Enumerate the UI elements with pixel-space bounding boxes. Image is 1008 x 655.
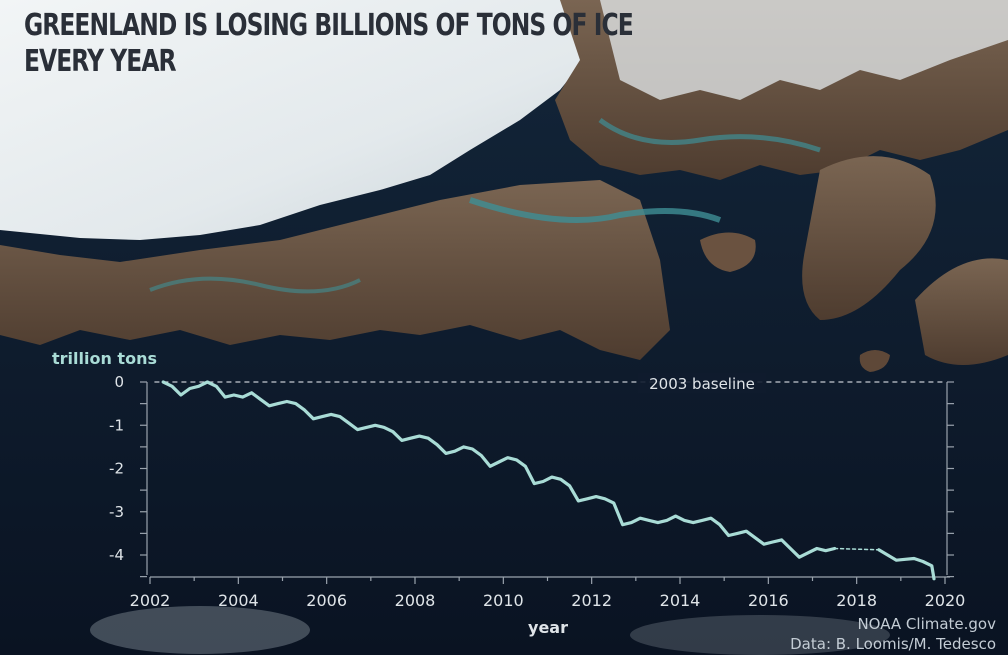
island <box>802 156 936 320</box>
x-tick-label: 2010 <box>483 591 524 610</box>
fjord <box>598 117 821 153</box>
x-tick-label: 2016 <box>748 591 789 610</box>
ice-sheet <box>0 0 600 240</box>
x-tick-label: 2018 <box>836 591 877 610</box>
y-tick-label: 0 <box>114 373 124 391</box>
fjord <box>469 197 722 223</box>
x-tick-label: 2012 <box>571 591 612 610</box>
baseline-label-background <box>638 373 766 393</box>
x-tick-label: 2002 <box>130 591 171 610</box>
fjord <box>149 276 361 294</box>
chart-title-line-2: EVERY YEAR <box>24 44 177 79</box>
coastal-land <box>0 180 670 360</box>
x-tick-label: 2020 <box>925 591 966 610</box>
island <box>915 258 1008 365</box>
series-group <box>161 380 936 581</box>
credit-source: NOAA Climate.gov <box>857 615 996 633</box>
credit-data: Data: B. Loomis/M. Tedesco <box>790 635 996 653</box>
x-tick-label: 2014 <box>660 591 701 610</box>
x-axis-label: year <box>528 618 568 637</box>
ice-mass-line-2 <box>877 548 936 581</box>
island <box>859 350 890 372</box>
x-axis: 2002 2004 2006 2008 2010 2012 2014 2016 2018 2020 <box>130 576 966 610</box>
y-axis-left: 0 -1 -2 -3 -4 <box>109 373 148 578</box>
x-tick-label: 2008 <box>395 591 436 610</box>
y-tick-label: -1 <box>109 416 124 434</box>
y-tick-label: -4 <box>109 546 124 564</box>
data-gap-line <box>833 547 880 551</box>
credit-block: NOAA Climate.gov Data: B. Loomis/M. Tede… <box>790 614 996 654</box>
x-tick-label: 2004 <box>218 591 259 610</box>
baseline-label: 2003 baseline <box>649 375 755 393</box>
y-tick-label: -3 <box>109 503 124 521</box>
x-tick-label: 2006 <box>306 591 347 610</box>
y-axis-right <box>946 381 954 578</box>
mountain-snow <box>600 0 1008 100</box>
cloud <box>630 615 890 655</box>
island <box>700 232 756 272</box>
cloud <box>90 606 310 654</box>
ice-mass-line-0 <box>161 380 837 559</box>
chart-title-line-1: GREENLAND IS LOSING BILLIONS OF TONS OF … <box>24 8 634 43</box>
title-block: GREENLAND IS LOSING BILLIONS OF TONS OF … <box>24 8 804 80</box>
y-tick-label: -2 <box>109 460 124 478</box>
y-axis-label: trillion tons <box>52 349 157 368</box>
